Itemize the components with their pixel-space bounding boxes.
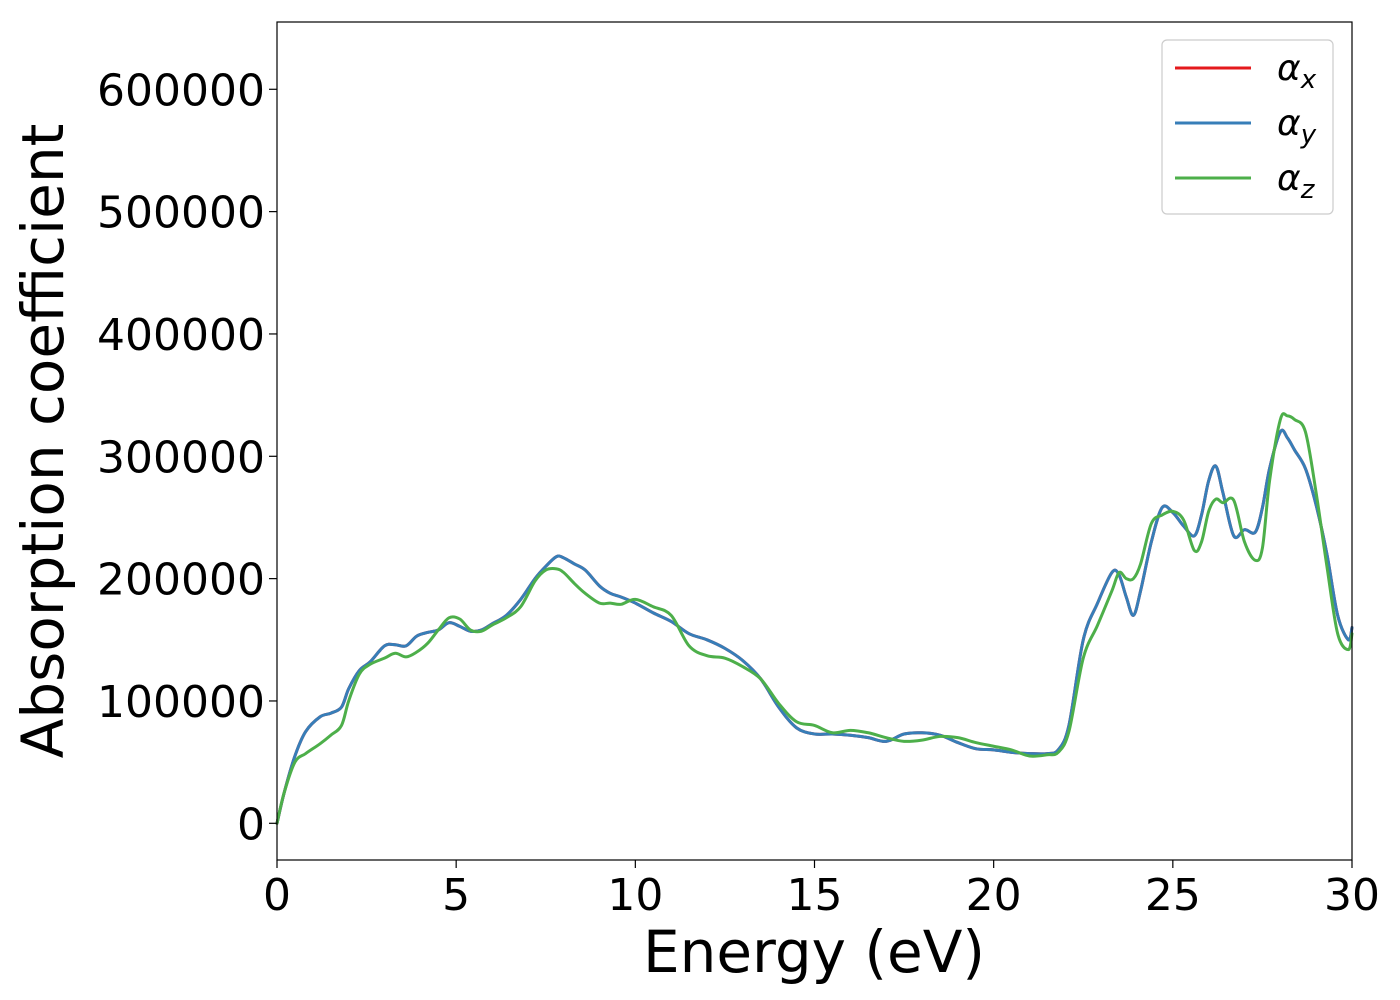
legend-label-base: α xyxy=(1277,48,1301,89)
y-tick-label: 600000 xyxy=(97,65,265,116)
legend-label-x: αx xyxy=(1277,48,1317,95)
legend-label-subscript: y xyxy=(1300,120,1317,150)
x-tick-label: 30 xyxy=(1324,870,1380,921)
y-axis: 0 100000 200000 300000 400000 500000 600000 xyxy=(97,65,277,850)
x-tick-label: 25 xyxy=(1145,870,1201,921)
legend-label-base: α xyxy=(1277,158,1301,199)
legend-box xyxy=(1161,39,1334,215)
y-tick-label: 300000 xyxy=(97,432,265,483)
legend-label-y: αy xyxy=(1277,103,1317,150)
x-tick-label: 0 xyxy=(263,870,291,921)
x-tick-label: 5 xyxy=(442,870,470,921)
series-line-y xyxy=(275,428,1354,825)
y-tick-label: 400000 xyxy=(97,310,265,361)
y-tick-label: 500000 xyxy=(97,188,265,239)
x-tick-label: 10 xyxy=(607,870,663,921)
x-tick-label: 15 xyxy=(787,870,843,921)
x-axis: 0 5 10 15 20 25 30 xyxy=(263,860,1380,921)
legend-label-subscript: x xyxy=(1300,65,1317,95)
y-axis-title: Absorption coefficient xyxy=(9,124,77,759)
legend-label-base: α xyxy=(1277,103,1301,144)
y-tick-label: 100000 xyxy=(97,677,265,728)
y-tick-label: 200000 xyxy=(97,555,265,606)
series-layer xyxy=(275,412,1354,825)
x-axis-title: Energy (eV) xyxy=(643,918,985,986)
y-tick-label: 0 xyxy=(237,799,265,850)
series-line-z xyxy=(275,412,1354,825)
legend-label-subscript: z xyxy=(1300,175,1316,205)
x-tick-label: 20 xyxy=(966,870,1022,921)
legend-label-z: αz xyxy=(1277,158,1316,205)
